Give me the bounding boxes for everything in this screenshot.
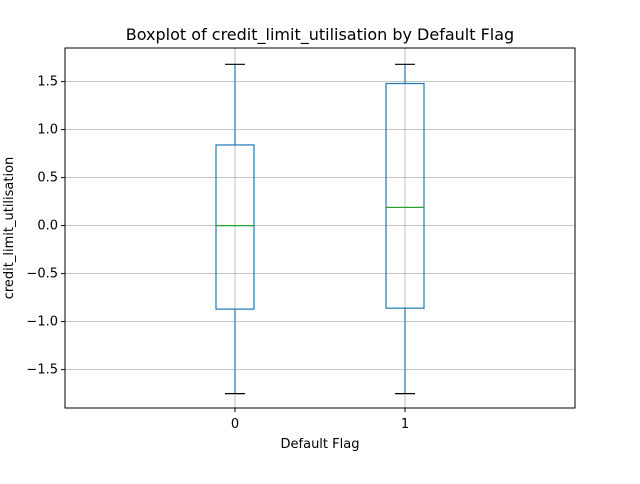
x-tick-label: 0 [231,417,239,432]
y-tick-label: −0.5 [26,267,58,282]
y-axis: −1.5 −1.0 −0.5 0.0 0.5 1.0 1.5 [26,75,65,378]
chart-title: Boxplot of credit_limit_utilisation by D… [126,25,514,45]
boxes [215,63,425,395]
x-tick-label: 1 [401,417,409,432]
box-group-0 [215,63,255,395]
y-axis-label: credit_limit_utilisation [2,157,17,300]
y-tick-label: −1.0 [26,315,58,330]
y-tick-label: 1.5 [37,75,58,90]
box-group-1 [385,63,425,395]
plot-area-frame [64,47,576,409]
y-tick-label: −1.5 [26,363,58,378]
y-tick-label: 0.5 [37,171,58,186]
iqr-box [215,144,255,310]
y-tick-label: 1.0 [37,123,58,138]
x-axis-label: Default Flag [281,437,360,452]
y-tick-label: 0.0 [37,219,58,234]
iqr-box [385,82,425,309]
